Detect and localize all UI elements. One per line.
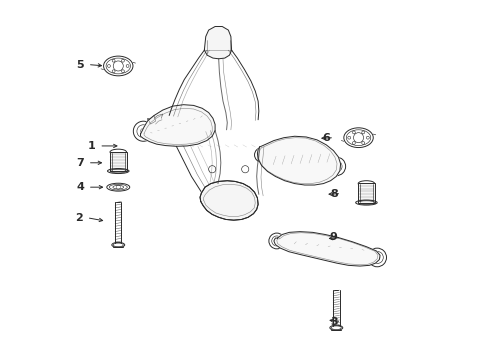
Text: 6: 6 (322, 133, 330, 143)
Bar (147, 118, 158, 126)
Polygon shape (200, 181, 258, 220)
Text: 7: 7 (76, 158, 84, 168)
Circle shape (215, 192, 242, 219)
Text: 1: 1 (88, 141, 96, 151)
Text: 3: 3 (329, 317, 337, 327)
Polygon shape (273, 231, 379, 266)
Text: 9: 9 (329, 232, 337, 242)
Bar (357, 183, 374, 203)
Text: 2: 2 (75, 213, 83, 222)
Text: 8: 8 (329, 189, 337, 199)
Polygon shape (140, 105, 215, 146)
Polygon shape (204, 27, 231, 59)
Bar (110, 152, 126, 171)
Text: 5: 5 (77, 59, 84, 69)
Polygon shape (257, 136, 340, 185)
Text: 4: 4 (76, 182, 84, 192)
